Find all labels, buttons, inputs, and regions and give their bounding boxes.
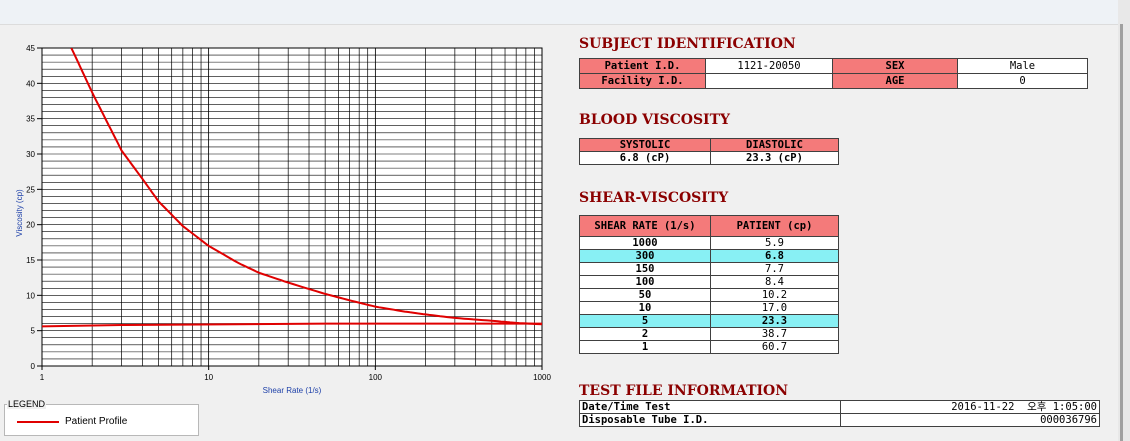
x-tick-label: 10 [204,373,213,382]
shear-row: 2 38.7 [579,327,839,341]
facility-id-value [705,73,833,89]
shear-viscosity-title: SHEAR-VISCOSITY [579,190,729,206]
shear-rate-cell: 50 [579,288,711,302]
shear-rate-cell: 5 [579,314,711,328]
chart-grid [41,47,543,367]
legend-title: LEGEND [7,399,47,409]
subject-table: Patient I.D. 1121-20050 SEX Male Facilit… [579,58,1088,89]
shear-rate-cell: 1000 [579,236,711,250]
x-axis-label: Shear Rate (1/s) [263,386,322,395]
shear-row: 5 23.3 [579,314,839,328]
shear-row: 300 6.8 [579,249,839,263]
chart-legend: LEGEND Patient Profile [4,399,199,436]
patient-profile-line [70,48,542,326]
shear-row: 150 7.7 [579,262,839,276]
legend-item-label: Patient Profile [65,416,128,427]
legend-swatch [17,421,59,423]
age-value: 0 [957,73,1088,89]
shear-row: 1000 5.9 [579,236,839,250]
y-tick-label: 40 [26,79,35,88]
shear-rate-cell: 2 [579,327,711,341]
patient-cp-header: PATIENT (cp) [710,215,839,237]
datetime-label: Date/Time Test [579,400,841,414]
diastolic-label: DIASTOLIC [710,138,839,152]
y-tick-label: 30 [26,150,35,159]
y-tick-label: 0 [31,362,36,371]
y-tick-label: 45 [26,44,35,53]
patient-cp-cell: 8.4 [710,275,839,289]
toolbar-divider [0,24,1118,25]
shear-viscosity-table: SHEAR RATE (1/s) PATIENT (cp) 1000 5.9 300… [579,215,839,354]
y-tick-label: 15 [26,256,35,265]
test-file-information-title: TEST FILE INFORMATION [579,383,789,399]
patient-id-value: 1121-20050 [705,58,833,74]
x-tick-label: 1 [40,373,45,382]
systolic-label: SYSTOLIC [579,138,711,152]
shear-row: 50 10.2 [579,288,839,302]
shear-rate-cell: 300 [579,249,711,263]
systolic-value: 6.8 (cP) [579,151,711,165]
patient-cp-cell: 60.7 [710,340,839,354]
patient-cp-cell: 10.2 [710,288,839,302]
patient-cp-cell: 38.7 [710,327,839,341]
right-border-line [1120,24,1123,441]
patient-cp-cell: 7.7 [710,262,839,276]
patient-id-label: Patient I.D. [579,58,706,74]
top-toolbar-area [0,0,1130,24]
subject-identification-title: SUBJECT IDENTIFICATION [579,36,796,52]
diastolic-value: 23.3 (cP) [710,151,839,165]
sex-label: SEX [832,58,958,74]
shear-rate-cell: 150 [579,262,711,276]
facility-id-label: Facility I.D. [579,73,706,89]
shear-row: 100 8.4 [579,275,839,289]
baseline-profile-line [42,322,542,328]
patient-cp-cell: 17.0 [710,301,839,315]
shear-row: 10 17.0 [579,301,839,315]
y-tick-label: 25 [26,185,35,194]
tube-id-label: Disposable Tube I.D. [579,413,841,427]
x-tick-label: 100 [369,373,383,382]
y-tick-label: 5 [31,327,36,336]
shear-row: 1 60.7 [579,340,839,354]
datetime-value: 2016-11-22 오후 1:05:00 [840,400,1100,414]
x-tick-label: 1000 [533,373,551,382]
patient-cp-cell: 23.3 [710,314,839,328]
y-axis-label: Viscosity (cp) [15,189,24,237]
viscosity-chart: 0 5 10 15 20 25 30 35 40 45 1 10 100 1000 Shear Rate … [15,44,551,395]
chart-ticks: 0 5 10 15 20 25 30 35 40 45 1 10 100 1000 [26,44,551,382]
patient-cp-cell: 6.8 [710,249,839,263]
y-tick-label: 35 [26,115,35,124]
tube-id-value: 000036796 [840,413,1100,427]
shear-rate-cell: 100 [579,275,711,289]
y-tick-label: 20 [26,221,35,230]
shear-rows: 1000 5.9 300 6.8 150 7.7 100 8.4 50 10.2 10 17.0 5 23… [579,236,839,354]
shear-rate-cell: 10 [579,301,711,315]
shear-rate-header: SHEAR RATE (1/s) [579,215,711,237]
age-label: AGE [832,73,958,89]
chart-series [42,48,542,328]
blood-viscosity-table: SYSTOLIC DIASTOLIC 6.8 (cP) 23.3 (cP) [579,138,839,165]
patient-cp-cell: 5.9 [710,236,839,250]
shear-rate-cell: 1 [579,340,711,354]
y-tick-label: 10 [26,291,35,300]
test-file-table: Date/Time Test 2016-11-22 오후 1:05:00 Dis… [579,400,1100,427]
blood-viscosity-title: BLOOD VISCOSITY [579,112,731,128]
sex-value: Male [957,58,1088,74]
